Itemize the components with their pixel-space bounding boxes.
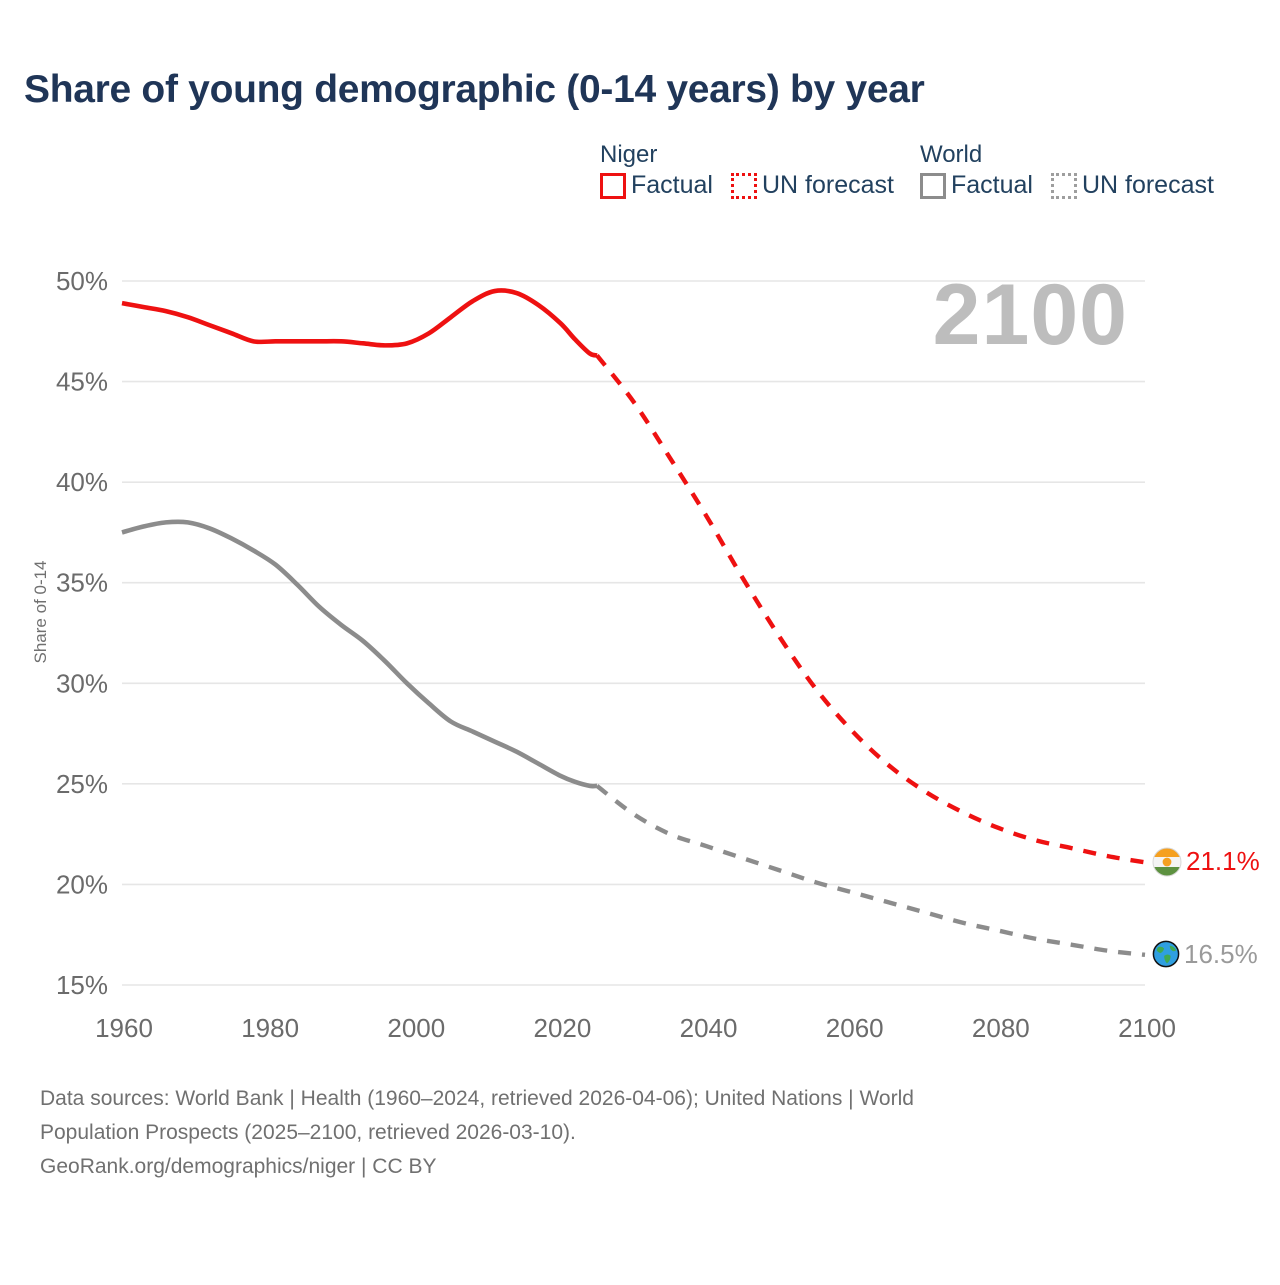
y-tick-label: 45% [56, 367, 108, 397]
legend-group-title-niger: Niger [600, 141, 658, 168]
x-tick-label: 1960 [95, 1013, 153, 1043]
x-tick-label: 2060 [826, 1013, 884, 1043]
niger-flag-icon [1152, 847, 1182, 877]
x-tick-label: 1980 [241, 1013, 299, 1043]
legend-label-world-forecast: UN forecast [1081, 171, 1214, 200]
legend-label-niger-forecast: UN forecast [761, 171, 894, 200]
gridlines [122, 280, 1145, 986]
x-tick-label: 2000 [387, 1013, 445, 1043]
endpoint-value-world: 16.5% [1184, 938, 1258, 969]
x-tick-label: 2040 [680, 1013, 738, 1043]
legend-item-world-factual[interactable]: Factual [919, 171, 1033, 200]
endpoint-marker-niger: 21.1% [1152, 846, 1260, 877]
y-tick-label: 25% [56, 769, 108, 799]
year-watermark: 2100 [932, 267, 1128, 363]
x-axis-ticks: 1960 1980 2000 2020 2040 2060 2080 2100 [95, 1013, 1176, 1043]
legend-swatch-solid-icon [600, 172, 626, 199]
footer-sources: Data sources: World Bank | Health (1960–… [40, 1082, 1200, 1184]
x-tick-label: 2080 [972, 1013, 1030, 1043]
legend: Niger Factual UN forecast World Factual [600, 142, 1214, 200]
page-title: Share of young demographic (0-14 years) … [24, 68, 925, 111]
series-line-niger-factual [121, 288, 598, 358]
legend-group-world: World Factual UN forecast [919, 141, 1214, 200]
series-line-niger-forecast [595, 354, 1146, 865]
y-tick-label: 15% [56, 970, 108, 1000]
legend-swatch-dotted-icon [730, 172, 757, 199]
x-tick-label: 2100 [1118, 1013, 1176, 1043]
legend-item-niger-forecast[interactable]: UN forecast [730, 171, 894, 200]
y-tick-label: 30% [56, 668, 108, 698]
y-tick-label: 50% [56, 266, 108, 296]
y-tick-label: 40% [56, 467, 108, 497]
legend-swatch-solid-icon [919, 172, 946, 199]
globe-icon [1152, 940, 1180, 968]
legend-label-niger-factual: Factual [631, 171, 713, 200]
legend-row-niger: Factual UN forecast [600, 171, 894, 200]
series-lines [121, 288, 1146, 958]
y-tick-label: 20% [56, 869, 108, 899]
series-line-world-factual [121, 519, 598, 789]
legend-row-world: Factual UN forecast [919, 171, 1214, 200]
legend-swatch-dotted-icon [1050, 172, 1077, 199]
footer-line-2: Population Prospects (2025–2100, retriev… [40, 1121, 576, 1145]
legend-group-niger: Niger Factual UN forecast [600, 142, 894, 200]
endpoint-value-niger: 21.1% [1186, 846, 1260, 877]
endpoint-marker-world: 16.5% [1152, 939, 1258, 970]
footer-line-3[interactable]: GeoRank.org/demographics/niger | CC BY [40, 1155, 437, 1179]
legend-item-niger-factual[interactable]: Factual [600, 171, 713, 200]
legend-label-world-factual: Factual [950, 171, 1033, 200]
legend-item-world-forecast[interactable]: UN forecast [1050, 171, 1214, 200]
series-line-world-forecast [595, 784, 1146, 958]
x-tick-label: 2020 [534, 1013, 592, 1043]
footer-line-1: Data sources: World Bank | Health (1960–… [40, 1087, 914, 1110]
legend-group-title-world: World [919, 141, 983, 168]
y-tick-label: 35% [56, 568, 108, 598]
y-axis-title: Share of 0-14 [31, 560, 50, 663]
y-axis-ticks: 15% 20% 25% 30% 35% 40% 45% 50% [56, 266, 108, 1000]
